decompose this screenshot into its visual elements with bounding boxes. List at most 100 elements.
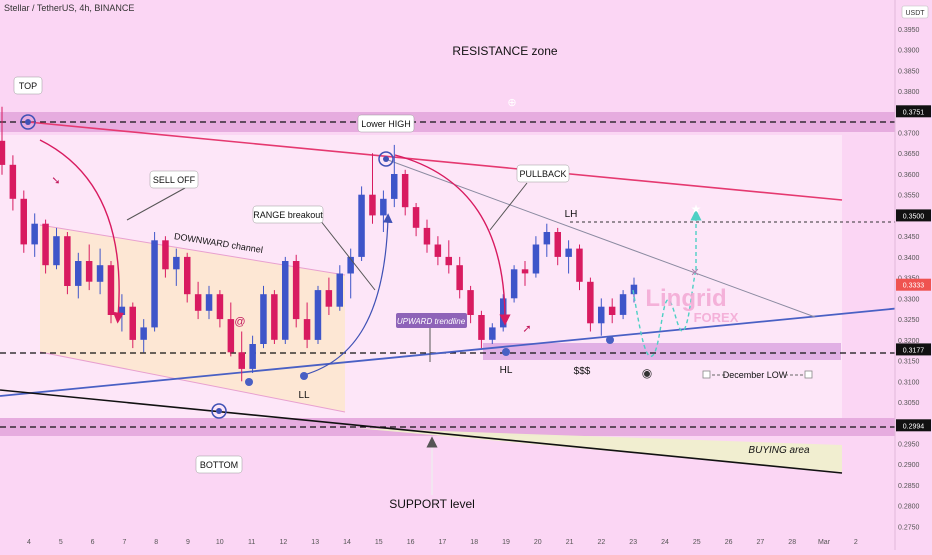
candle-body-29 <box>314 290 322 340</box>
support-level-label: SUPPORT level <box>389 497 475 511</box>
level-tag-label-0: 0.3751 <box>903 109 925 116</box>
candle-body-48 <box>521 269 529 274</box>
candle-body-36 <box>391 174 398 199</box>
trendline-touch-2 <box>300 372 308 380</box>
candle-body-22 <box>238 352 245 369</box>
svg-text:TOP: TOP <box>19 81 37 91</box>
bottom-marker-dot <box>216 408 222 414</box>
price-axis[interactable] <box>895 0 932 550</box>
currency-badge[interactable] <box>901 5 929 19</box>
downward-channel-fill <box>40 225 345 412</box>
date-tick-15: 19 <box>502 539 510 546</box>
candle-body-42 <box>456 265 463 291</box>
candle-body-18 <box>194 294 202 311</box>
candle-body-11 <box>118 306 126 315</box>
date-tick-16: 20 <box>534 539 542 546</box>
date-tick-2: 6 <box>91 539 95 546</box>
candle-body-30 <box>325 290 333 307</box>
date-tick-19: 23 <box>629 539 637 546</box>
candle-body-23 <box>249 344 256 369</box>
level-tag-label-2: 0.3333 <box>903 283 925 290</box>
date-tick-3: 7 <box>122 539 126 546</box>
sell-signal-icon: ➘ <box>51 175 60 187</box>
price-tick-18: 0.3050 <box>898 400 920 407</box>
lower-high-callout: Lower HIGH <box>357 114 415 133</box>
candle-body-10 <box>107 265 115 315</box>
price-tick-3: 0.3800 <box>898 89 920 96</box>
candle-body-0 <box>0 140 6 165</box>
level-tag-label-1: 0.3500 <box>903 213 925 220</box>
level-tag-label-4: 0.2994 <box>903 423 925 430</box>
december-low-label: December LOW <box>723 370 788 380</box>
date-tick-14: 18 <box>470 539 478 546</box>
candle-body-38 <box>412 207 420 228</box>
symbol-title: Stellar / TetherUS, 4h, BINANCE <box>4 3 135 13</box>
price-tick-15: 0.3200 <box>898 338 920 345</box>
date-tick-26: 2 <box>854 539 858 546</box>
top-marker-dot <box>25 119 31 125</box>
candle-body-39 <box>423 227 431 245</box>
candle-body-28 <box>303 319 311 340</box>
alert-icon: ⊕ <box>507 97 516 109</box>
date-tick-5: 9 <box>186 539 190 546</box>
candle-body-43 <box>467 290 474 315</box>
level-tag-3 <box>896 343 931 356</box>
date-tick-22: 26 <box>725 539 733 546</box>
price-tick-22: 0.2850 <box>898 483 920 490</box>
candle-body-53 <box>576 248 583 282</box>
sell-off-pointer <box>126 187 186 221</box>
candle-body-7 <box>75 261 82 286</box>
candle-body-57 <box>619 294 627 315</box>
bottom-marker <box>211 403 227 419</box>
date-tick-25: Mar <box>818 539 831 546</box>
date-tick-24: 28 <box>788 539 796 546</box>
candle-body-55 <box>598 306 605 324</box>
pullback-callout: PULLBACK <box>516 164 570 183</box>
lower-high-marker-dot <box>383 156 389 162</box>
date-tick-20: 24 <box>661 539 669 546</box>
hl-label: HL <box>500 365 513 376</box>
price-tick-21: 0.2900 <box>898 462 920 469</box>
date-tick-23: 27 <box>757 539 765 546</box>
candle-body-44 <box>478 315 485 340</box>
top-callout: TOP <box>13 76 43 95</box>
resistance-zone-band <box>0 112 895 132</box>
level-tag-0 <box>896 105 931 118</box>
svg-text:SELL OFF: SELL OFF <box>153 175 196 185</box>
candle-body-21 <box>227 319 235 353</box>
price-tick-labels: 0.39500.39000.38500.38000.37500.37000.36… <box>896 27 931 531</box>
eye-icon: ◉ <box>642 366 652 380</box>
range-pointer <box>319 219 376 291</box>
channel-lower-line <box>39 351 346 413</box>
cross-marker-icon: ✕ <box>690 267 699 279</box>
svg-text:Lower HIGH: Lower HIGH <box>361 119 411 129</box>
date-tick-12: 16 <box>407 539 415 546</box>
candle-body-20 <box>216 294 224 320</box>
price-tick-11: 0.3400 <box>898 255 920 262</box>
trendline-touch-1 <box>245 378 253 386</box>
price-tick-24: 0.2750 <box>898 524 920 531</box>
candle-body-40 <box>434 244 442 257</box>
candle-body-32 <box>347 256 354 274</box>
price-tick-17: 0.3100 <box>898 379 920 386</box>
candle-body-19 <box>205 294 213 311</box>
top-marker <box>20 114 36 130</box>
upward-trendline-callout: UPWARD trendline <box>396 313 467 328</box>
candle-body-45 <box>489 327 496 340</box>
candlesticks <box>0 106 638 382</box>
svg-text:BOTTOM: BOTTOM <box>200 460 238 470</box>
level-tag-label-3: 0.3177 <box>903 347 925 354</box>
date-tick-1: 5 <box>59 539 63 546</box>
candle-body-6 <box>64 236 71 286</box>
price-tick-23: 0.2800 <box>898 504 920 511</box>
price-tick-14: 0.3250 <box>898 317 920 324</box>
candle-body-56 <box>608 306 616 315</box>
date-tick-17: 21 <box>566 539 574 546</box>
candle-body-1 <box>9 164 17 199</box>
upward-trendline <box>0 304 932 397</box>
candle-body-41 <box>445 256 452 266</box>
price-tick-2: 0.3850 <box>898 68 920 75</box>
support-trendline <box>0 389 843 474</box>
